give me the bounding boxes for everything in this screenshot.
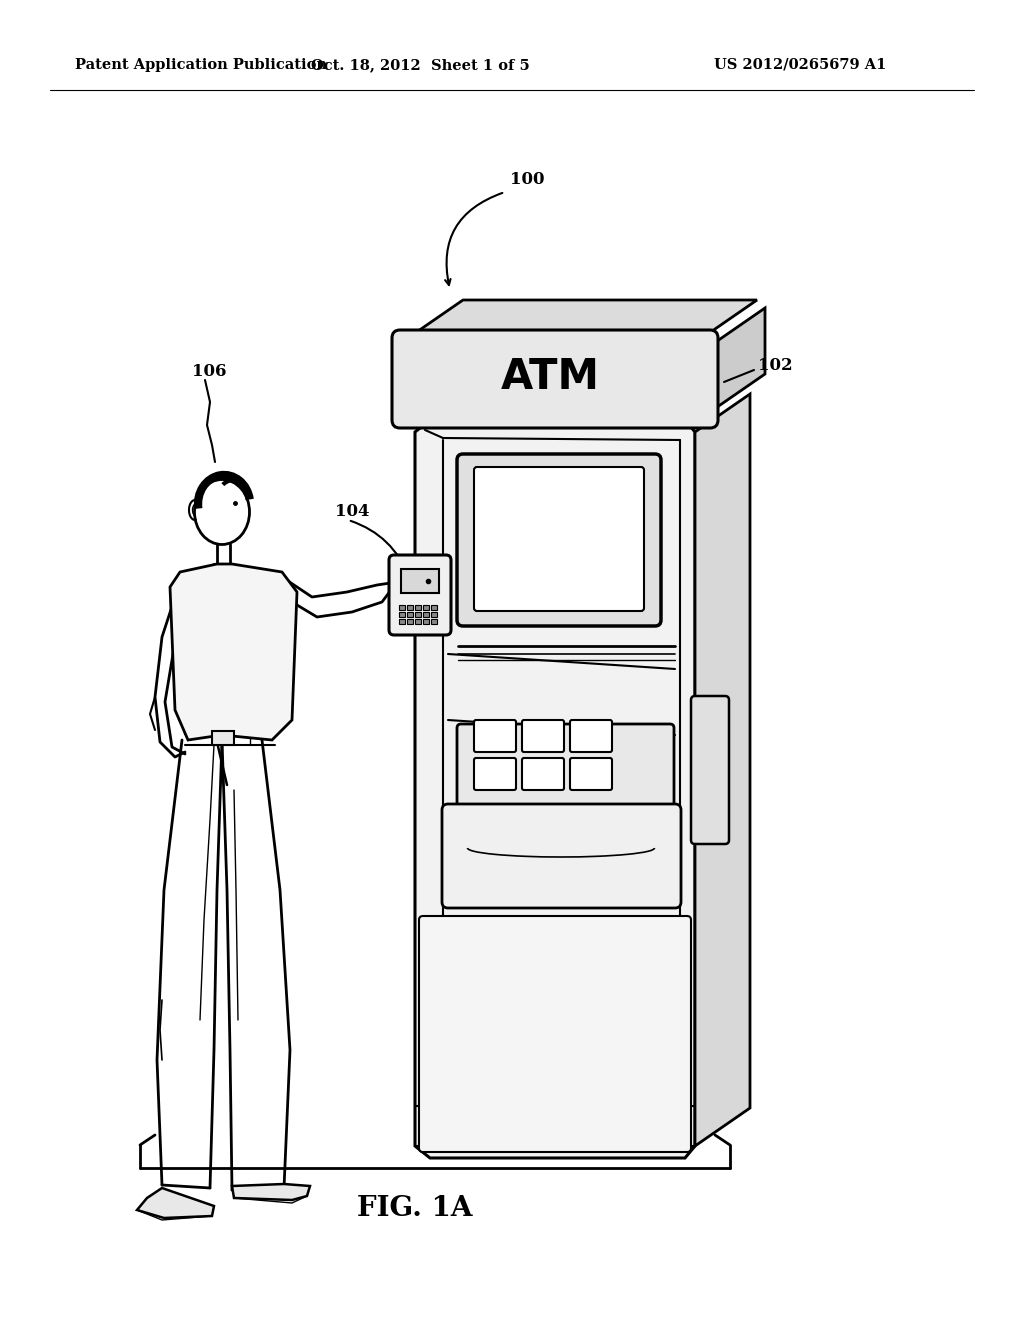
Polygon shape: [137, 1188, 214, 1218]
Polygon shape: [695, 393, 750, 1146]
Text: FIG. 1A: FIG. 1A: [357, 1195, 473, 1221]
Bar: [431, 605, 437, 610]
Polygon shape: [232, 1184, 310, 1200]
Bar: [399, 612, 406, 616]
Bar: [401, 569, 439, 593]
Text: Oct. 18, 2012  Sheet 1 of 5: Oct. 18, 2012 Sheet 1 of 5: [310, 58, 529, 73]
FancyBboxPatch shape: [474, 467, 644, 611]
Text: 106: 106: [193, 363, 226, 380]
FancyBboxPatch shape: [522, 719, 564, 752]
FancyBboxPatch shape: [457, 454, 662, 626]
Bar: [423, 605, 429, 610]
Ellipse shape: [195, 479, 250, 544]
Bar: [407, 612, 413, 616]
FancyBboxPatch shape: [691, 696, 729, 843]
FancyBboxPatch shape: [474, 758, 516, 789]
Text: ATM: ATM: [501, 356, 599, 399]
Bar: [399, 619, 406, 624]
FancyBboxPatch shape: [570, 719, 612, 752]
Bar: [415, 605, 421, 610]
Text: Patent Application Publication: Patent Application Publication: [75, 58, 327, 73]
Polygon shape: [710, 308, 765, 412]
Bar: [212, 731, 234, 744]
Bar: [423, 612, 429, 616]
FancyBboxPatch shape: [419, 916, 691, 1152]
Bar: [407, 619, 413, 624]
FancyBboxPatch shape: [392, 330, 718, 428]
FancyBboxPatch shape: [457, 723, 674, 807]
Text: 100: 100: [510, 172, 545, 189]
FancyBboxPatch shape: [570, 758, 612, 789]
FancyBboxPatch shape: [474, 719, 516, 752]
Bar: [399, 605, 406, 610]
Polygon shape: [430, 381, 740, 420]
Bar: [423, 619, 429, 624]
Polygon shape: [415, 420, 695, 1158]
Bar: [431, 619, 437, 624]
Bar: [431, 612, 437, 616]
Bar: [415, 619, 421, 624]
Bar: [415, 612, 421, 616]
Text: US 2012/0265679 A1: US 2012/0265679 A1: [714, 58, 886, 73]
Text: 102: 102: [758, 356, 793, 374]
Bar: [407, 605, 413, 610]
FancyBboxPatch shape: [522, 758, 564, 789]
Polygon shape: [170, 564, 297, 741]
Text: 104: 104: [335, 503, 370, 520]
Polygon shape: [408, 300, 757, 338]
FancyBboxPatch shape: [389, 554, 451, 635]
FancyBboxPatch shape: [442, 804, 681, 908]
